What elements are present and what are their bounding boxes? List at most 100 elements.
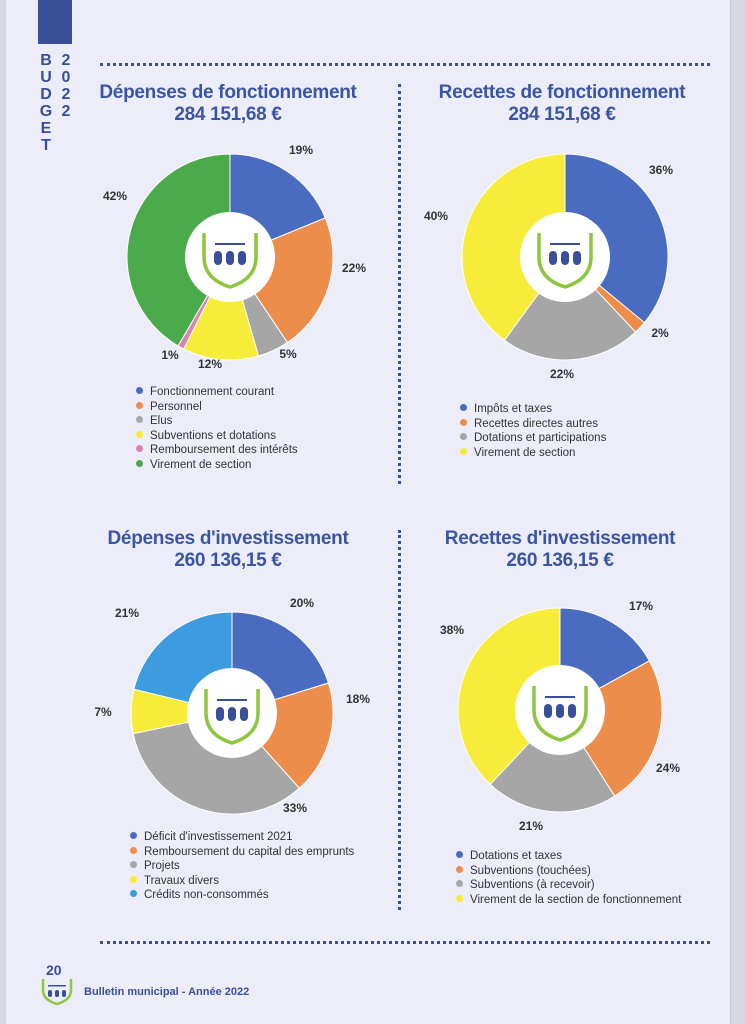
sidebar-year-letter: 2: [61, 86, 71, 103]
slice-value-label: 2%: [651, 326, 669, 340]
shield-logo-icon: [520, 212, 610, 302]
chart-title: Recettes d'investissement 260 136,15 €: [410, 528, 710, 572]
pie-slice: [564, 153, 669, 324]
legend-swatch: [136, 401, 143, 409]
sidebar-word-letter: E: [40, 120, 52, 137]
legend-item: Subventions (touchées): [456, 864, 681, 879]
chart-amount: 260 136,15 €: [174, 550, 282, 571]
footer-text: Bulletin municipal - Année 2022: [84, 986, 250, 998]
chart-title: Recettes de fonctionnement 284 151,68 €: [412, 82, 712, 126]
shield-bar: [550, 243, 580, 245]
slice-value-label: 21%: [115, 606, 139, 620]
pie-slice: [489, 709, 616, 813]
shield-outline: [537, 233, 593, 289]
slice-value-label: 42%: [103, 189, 127, 203]
shield-bar: [217, 699, 247, 701]
legend-swatch: [460, 433, 467, 440]
chart-title: Dépenses d'investissement 260 136,15 €: [78, 528, 378, 572]
pie-slice: [461, 153, 566, 342]
slice-value-label: 21%: [519, 819, 543, 833]
shield-logo-icon: [185, 212, 275, 302]
legend-label: Travaux divers: [144, 874, 219, 887]
shield-arch: [561, 251, 569, 265]
legend-label: Remboursement des intérêts: [150, 444, 298, 456]
shield-logo-footer: [40, 976, 74, 1011]
shield-outline: [204, 689, 260, 745]
slice-value-label: 22%: [550, 367, 574, 381]
shield-bar: [545, 696, 575, 698]
slice-value-label: 22%: [342, 261, 366, 275]
legend-label: Impôts et taxes: [474, 403, 552, 415]
legend-item: Subventions (à recevoir): [456, 878, 681, 893]
page-number: 20: [46, 962, 62, 978]
shield-arch: [238, 251, 246, 265]
shield-arch: [228, 707, 236, 721]
slice-value-label: 5%: [279, 347, 297, 361]
legend-label: Remboursement du capital des emprunts: [144, 845, 355, 858]
legend-item: Crédits non-consommés: [130, 888, 354, 903]
legend-item: Remboursement des intérêts: [136, 443, 298, 458]
slice-value-label: 17%: [629, 599, 653, 613]
chart-legend: Impôts et taxes Recettes directes autres D…: [460, 402, 606, 460]
legend-label: Crédits non-consommés: [144, 889, 269, 901]
legend-label: Elus: [150, 415, 173, 427]
legend-swatch: [456, 880, 463, 887]
legend-item: Virement de la section de fonctionnement: [456, 893, 681, 908]
shield-arch: [573, 251, 581, 265]
shield-arch: [549, 251, 557, 265]
slice-value-label: 7%: [94, 705, 112, 719]
pie-slice: [132, 712, 301, 815]
sidebar-word-letter: B: [40, 52, 52, 69]
legend-item: Remboursement du capital des emprunts: [130, 845, 354, 860]
legend-item: Déficit d'investissement 2021: [130, 830, 354, 845]
legend-item: Fonctionnement courant: [136, 385, 298, 400]
legend-swatch: [130, 846, 137, 854]
pie-slice: [182, 255, 260, 361]
legend-label: Subventions (à recevoir): [470, 879, 595, 891]
legend-label: Subventions (touchées): [470, 864, 591, 877]
legend-item: Virement de section: [460, 446, 606, 461]
legend-item: Personnel: [136, 400, 298, 415]
chart-title: Dépenses de fonctionnement 284 151,68 €: [78, 82, 378, 126]
pie-slice: [559, 660, 663, 797]
sidebar-year-letter: 0: [61, 69, 71, 86]
slice-value-label: 20%: [290, 596, 314, 610]
legend-label: Déficit d'investissement 2021: [144, 831, 293, 843]
legend-label: Subventions et dotations: [150, 429, 276, 442]
legend-swatch: [130, 890, 137, 897]
legend-swatch: [460, 447, 467, 455]
shield-arch: [216, 707, 224, 721]
legend-item: Dotations et participations: [460, 431, 606, 446]
sidebar-word-letter: T: [41, 137, 51, 154]
chart-amount: 284 151,68 €: [174, 104, 282, 125]
legend-item: Dotations et taxes: [456, 849, 681, 864]
shield-arch: [568, 704, 576, 718]
legend-label: Dotations et taxes: [470, 850, 563, 862]
sidebar-word-letter: G: [39, 103, 53, 120]
slice-value-label: 38%: [440, 623, 464, 637]
legend-label: Dotations et participations: [474, 432, 607, 444]
chart-legend: Dotations et taxes Subventions (touchées)…: [456, 849, 681, 907]
chart-amount: 284 151,68 €: [508, 104, 616, 125]
legend-swatch: [136, 416, 143, 423]
shield-logo-icon: [515, 665, 605, 755]
chart-amount: 260 136,15 €: [506, 550, 614, 571]
legend-swatch: [460, 418, 467, 426]
legend-item: Impôts et taxes: [460, 402, 606, 417]
shield-arch: [544, 704, 552, 718]
slice-value-label: 18%: [346, 692, 370, 706]
legend-item: Projets: [130, 859, 354, 874]
legend-item: Subventions et dotations: [136, 429, 298, 444]
chart-title-text: Dépenses d'investissement: [107, 528, 349, 549]
shield-logo-icon: [187, 668, 277, 758]
chart-legend: Déficit d'investissement 2021 Rembourseme…: [130, 830, 354, 903]
legend-swatch: [456, 894, 463, 902]
sidebar-year-letter: 2: [61, 103, 71, 120]
chart-title-text: Recettes de fonctionnement: [438, 82, 686, 103]
